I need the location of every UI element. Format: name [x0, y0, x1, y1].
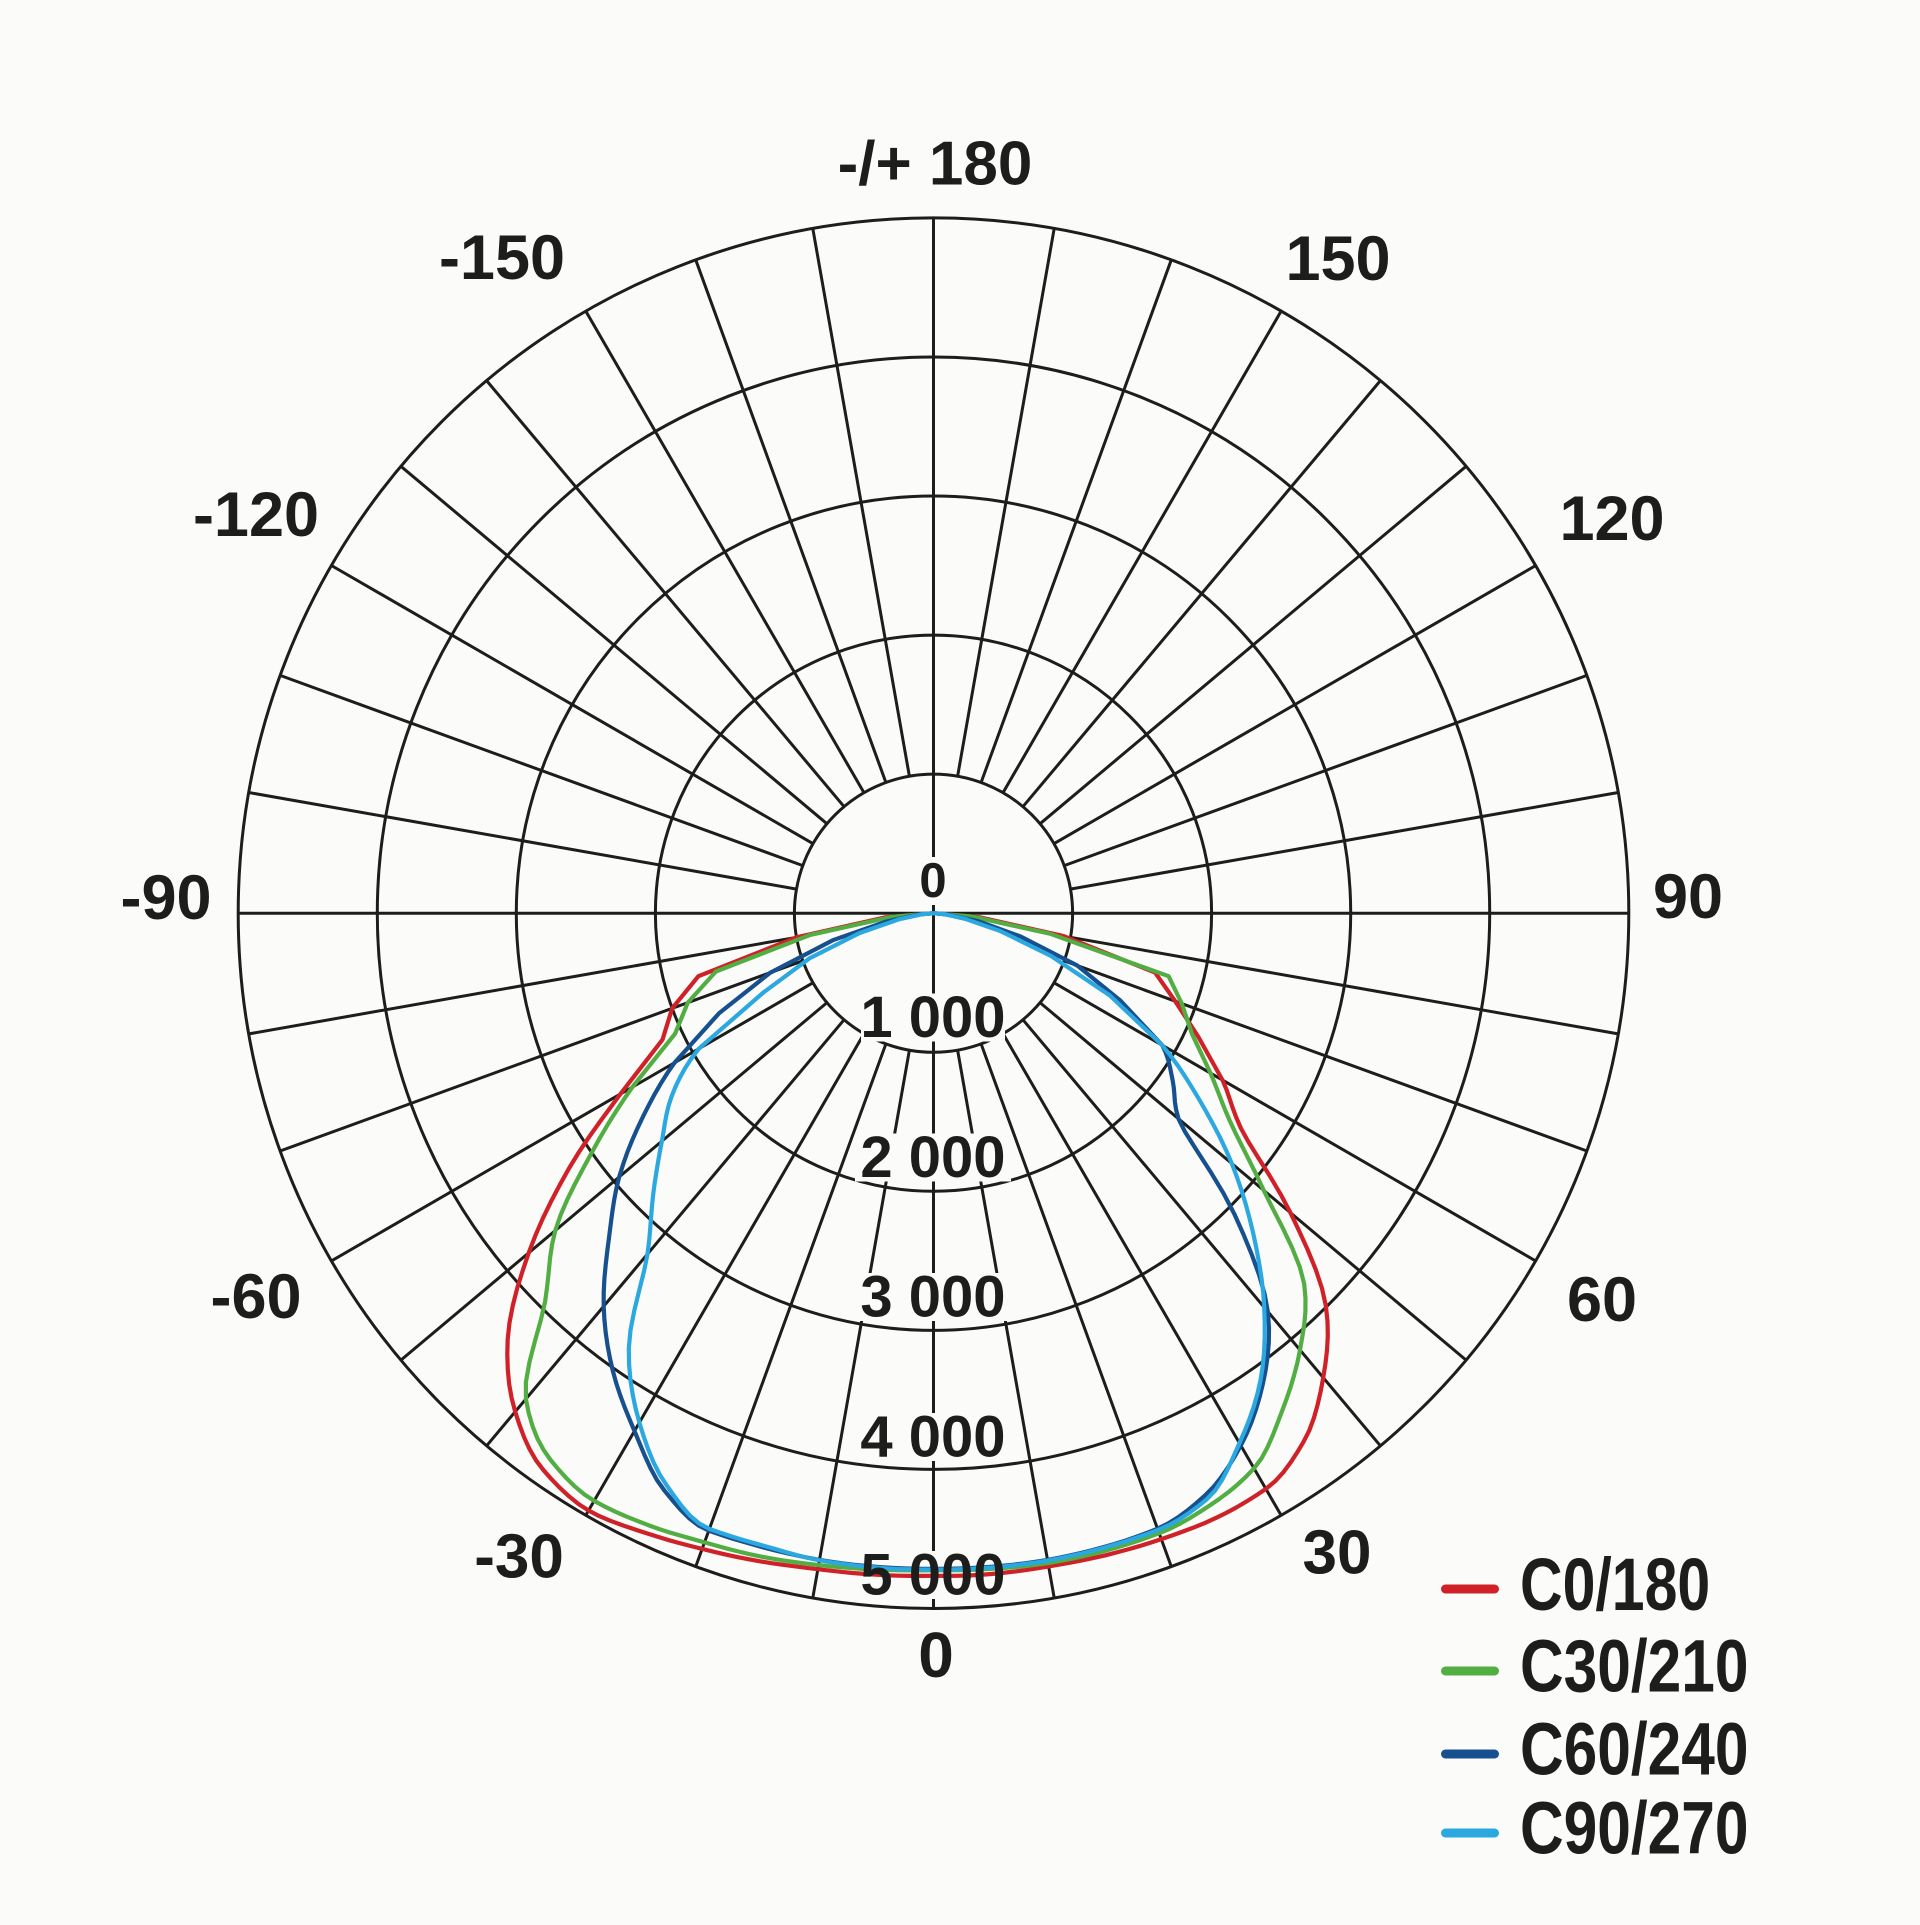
svg-text:2 000: 2 000	[860, 1125, 1005, 1190]
svg-text:-60: -60	[210, 1262, 301, 1332]
svg-text:4 000: 4 000	[860, 1405, 1005, 1470]
svg-text:-90: -90	[120, 863, 211, 933]
svg-text:1 000: 1 000	[860, 985, 1005, 1050]
svg-text:-/+ 180: -/+ 180	[838, 130, 1033, 199]
svg-text:60: 60	[1567, 1265, 1637, 1335]
svg-text:C60/240: C60/240	[1520, 1709, 1749, 1791]
svg-text:-30: -30	[474, 1523, 564, 1592]
svg-text:C90/270: C90/270	[1520, 1788, 1749, 1870]
svg-text:C0/180: C0/180	[1520, 1544, 1710, 1627]
svg-text:90: 90	[1653, 862, 1723, 932]
svg-text:-150: -150	[439, 223, 565, 293]
svg-text:5 000: 5 000	[860, 1543, 1005, 1608]
svg-text:3 000: 3 000	[860, 1265, 1005, 1330]
svg-text:0: 0	[919, 854, 946, 908]
svg-text:-120: -120	[193, 480, 319, 550]
svg-text:C30/210: C30/210	[1520, 1626, 1749, 1708]
svg-text:30: 30	[1303, 1519, 1372, 1588]
svg-text:150: 150	[1285, 224, 1390, 294]
svg-text:0: 0	[918, 1619, 954, 1691]
svg-text:120: 120	[1559, 484, 1664, 554]
